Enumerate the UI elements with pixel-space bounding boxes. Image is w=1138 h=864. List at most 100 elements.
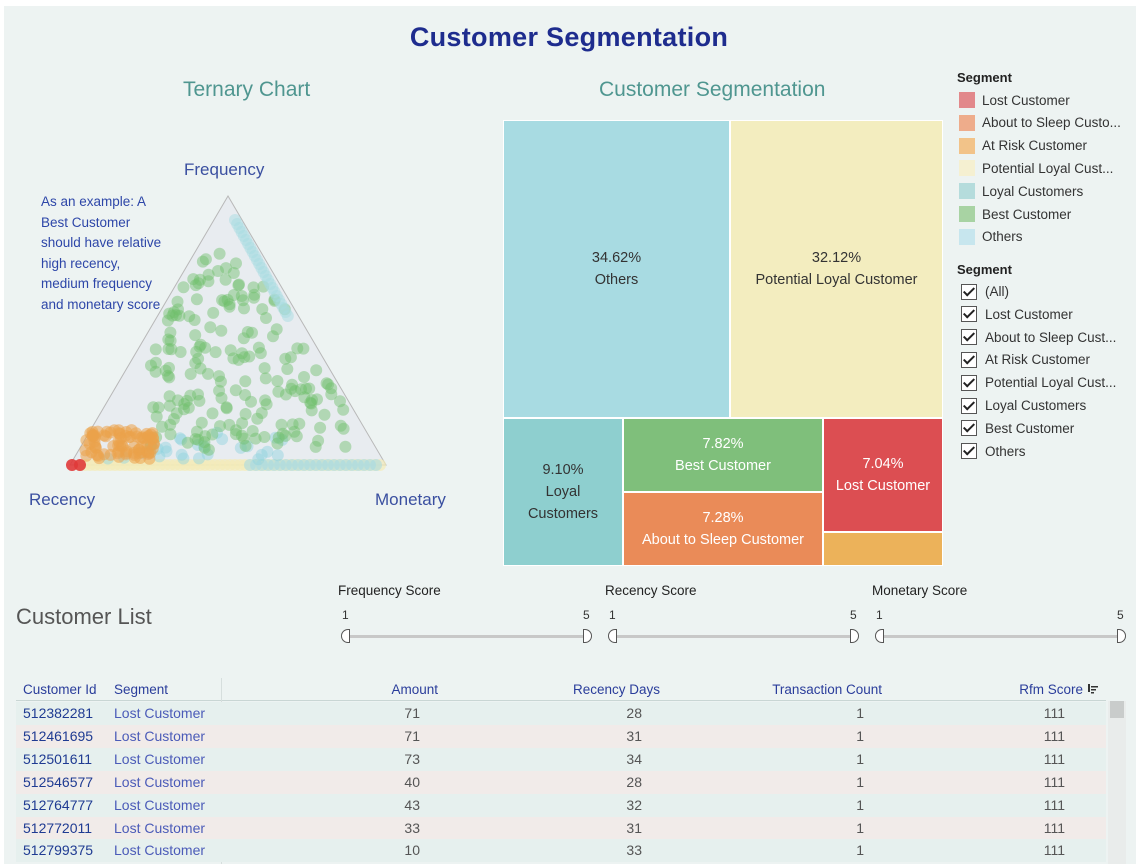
ternary-point <box>310 364 323 377</box>
ternary-label-recency: Recency <box>29 490 96 509</box>
cell-segment[interactable]: Lost Customer <box>114 750 206 767</box>
cell-rfm-score: 111 <box>1043 819 1065 836</box>
ternary-point <box>334 419 347 432</box>
ternary-point <box>149 343 162 356</box>
slider-title: Recency Score <box>605 583 697 598</box>
ternary-point <box>196 255 209 268</box>
filter-option[interactable]: Others <box>961 441 1026 462</box>
ternary-plot[interactable] <box>0 0 480 560</box>
checkbox[interactable] <box>961 283 977 300</box>
legend-item[interactable]: Best Customer <box>959 204 1071 224</box>
cell-customer-id[interactable]: 512501611 <box>23 750 93 767</box>
table-row[interactable]: 512382281 Lost Customer 71 28 1 111 <box>16 702 1106 725</box>
checkbox[interactable] <box>961 374 977 391</box>
table-row[interactable]: 512772011 Lost Customer 33 31 1 111 <box>16 816 1106 840</box>
filter-option[interactable]: Lost Customer <box>961 304 1073 325</box>
checkbox[interactable] <box>961 420 977 437</box>
cell-customer-id[interactable]: 512772011 <box>23 819 93 836</box>
checkbox[interactable] <box>961 329 977 346</box>
cell-customer-id[interactable]: 512546577 <box>23 773 94 790</box>
cell-customer-id[interactable]: 512461695 <box>23 727 94 744</box>
col-header-customer-id[interactable]: Customer Id <box>23 682 97 697</box>
table-scrollbar[interactable] <box>1108 701 1126 864</box>
table-scrollbar-thumb[interactable] <box>1110 701 1124 718</box>
col-header-recency-days[interactable]: Recency Days <box>572 682 660 697</box>
ternary-point <box>232 279 245 292</box>
cell-rfm-score: 111 <box>1043 705 1065 721</box>
filter-option[interactable]: At Risk Customer <box>961 349 1090 370</box>
filter-option[interactable]: About to Sleep Cust... <box>961 327 1116 348</box>
cell-customer-id[interactable]: 512799375 <box>23 842 94 859</box>
cell-segment[interactable]: Lost Customer <box>114 796 206 813</box>
table-row[interactable]: 512501611 Lost Customer 73 34 1 111 <box>16 747 1106 771</box>
slider-handle-max[interactable] <box>850 629 859 643</box>
cell-segment[interactable]: Lost Customer <box>114 842 206 859</box>
filter-option-label: Others <box>985 443 1026 459</box>
legend-item[interactable]: Loyal Customers <box>959 181 1083 201</box>
col-header-transaction-count[interactable]: Transaction Count <box>772 682 882 697</box>
ternary-point <box>258 362 271 375</box>
filter-option-label: Potential Loyal Cust... <box>985 375 1117 391</box>
legend-item[interactable]: At Risk Customer <box>959 136 1087 156</box>
ternary-point <box>212 265 224 277</box>
legend-item[interactable]: About to Sleep Custo... <box>959 113 1121 133</box>
checkbox[interactable] <box>961 351 977 368</box>
checkbox[interactable] <box>961 443 977 460</box>
legend-item[interactable]: Lost Customer <box>959 90 1070 110</box>
cell-customer-id[interactable]: 512382281 <box>23 705 94 721</box>
treemap-block-best[interactable]: 7.82% Best Customer <box>623 418 823 492</box>
slider-track[interactable] <box>613 635 853 638</box>
treemap-block-pct: 9.10% <box>542 462 584 478</box>
ternary-point <box>184 389 197 402</box>
treemap-block-potential-loyal[interactable]: 32.12% Potential Loyal Customer <box>730 120 943 418</box>
cell-segment[interactable]: Lost Customer <box>114 773 206 790</box>
slider-handle-min[interactable] <box>608 629 617 643</box>
filter-option[interactable]: Best Customer <box>961 418 1074 439</box>
filter-option[interactable]: Potential Loyal Cust... <box>961 372 1116 393</box>
slider-handle-max[interactable] <box>583 629 592 643</box>
table-row[interactable]: 512764777 Lost Customer 43 32 1 111 <box>16 793 1106 817</box>
ternary-point <box>224 344 237 357</box>
cell-segment[interactable]: Lost Customer <box>114 819 206 836</box>
ternary-point <box>166 309 179 322</box>
slider-handle-min[interactable] <box>341 629 350 643</box>
ternary-point <box>180 394 193 407</box>
ternary-point <box>171 394 184 407</box>
slider-track[interactable] <box>346 635 586 638</box>
cell-transaction-count: 1 <box>856 727 864 744</box>
treemap-block-about-to-sleep[interactable]: 7.28% About to Sleep Customer <box>623 492 823 566</box>
cell-transaction-count: 1 <box>856 773 864 790</box>
col-header-segment[interactable]: Segment <box>114 682 169 697</box>
treemap-block-loyal[interactable]: 9.10% Loyal Customers <box>503 418 623 566</box>
table-row[interactable]: 512461695 Lost Customer 71 31 1 111 <box>16 724 1106 748</box>
sort-descending-icon[interactable] <box>1087 683 1099 695</box>
legend-item[interactable]: Potential Loyal Cust... <box>959 158 1113 178</box>
ternary-point <box>168 306 180 319</box>
table-row[interactable]: 512546577 Lost Customer 40 28 1 111 <box>16 770 1106 794</box>
slider-handle-min[interactable] <box>875 629 884 643</box>
ternary-point <box>314 421 327 434</box>
cell-customer-id[interactable]: 512764777 <box>23 796 94 813</box>
col-header-amount[interactable]: Amount <box>391 682 438 697</box>
treemap-block-lost[interactable]: 7.04% Lost Customer <box>823 418 943 532</box>
legend-item[interactable]: Others <box>959 227 1023 247</box>
ternary-point <box>184 368 197 380</box>
filter-option[interactable]: (All) <box>961 281 1009 302</box>
checkbox[interactable] <box>961 397 977 414</box>
ternary-point <box>175 448 188 461</box>
filter-option[interactable]: Loyal Customers <box>961 395 1086 416</box>
checkbox[interactable] <box>961 306 977 323</box>
slider-track[interactable] <box>880 635 1120 638</box>
cell-segment[interactable]: Lost Customer <box>114 727 206 744</box>
cell-recency-days: 33 <box>626 842 642 859</box>
col-header-rfm-score[interactable]: Rfm Score <box>1019 682 1083 697</box>
ternary-point <box>74 459 86 471</box>
treemap-block-at-risk[interactable] <box>823 532 943 566</box>
ternary-point <box>162 343 175 355</box>
cell-segment[interactable]: Lost Customer <box>114 705 206 721</box>
legend-label: Lost Customer <box>982 92 1070 108</box>
slider-handle-max[interactable] <box>1117 629 1126 643</box>
treemap-block-others[interactable]: 34.62% Others <box>503 120 730 418</box>
ternary-point <box>305 404 318 417</box>
table-row[interactable]: 512799375 Lost Customer 10 33 1 111 <box>16 839 1106 863</box>
